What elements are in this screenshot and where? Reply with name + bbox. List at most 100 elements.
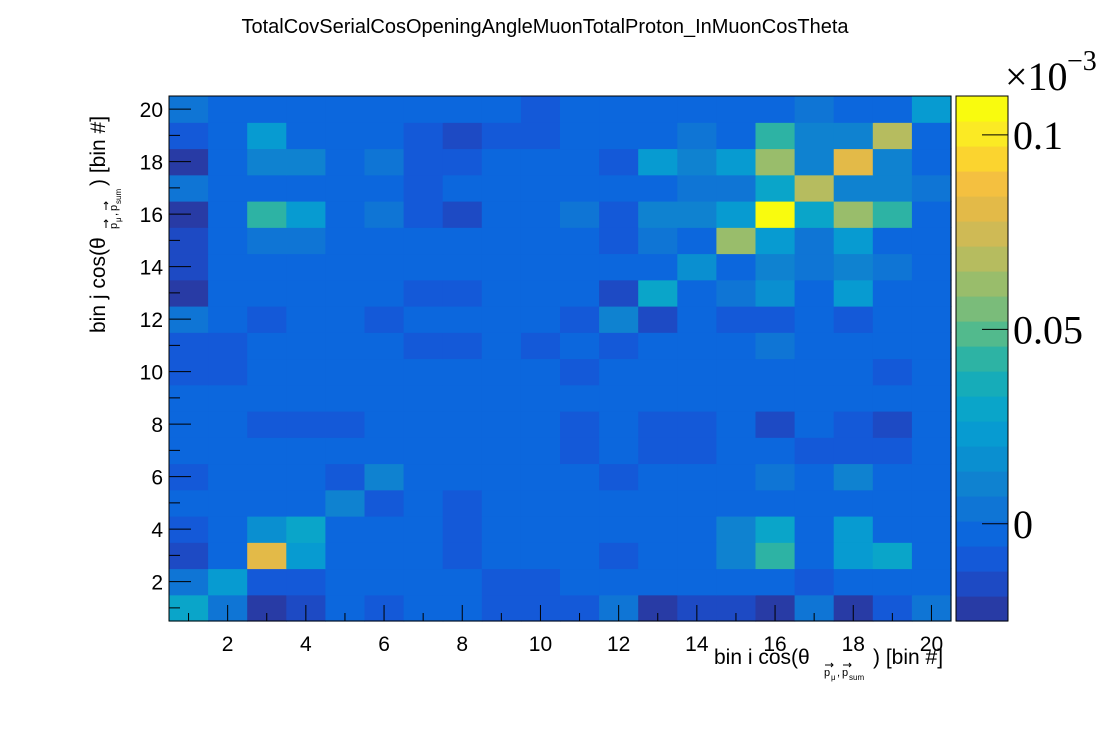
color-scale-multiplier-base: ×10 xyxy=(1005,54,1068,99)
heatmap-cell xyxy=(716,227,757,255)
heatmap-cell xyxy=(481,253,522,281)
heatmap-cell xyxy=(403,96,444,123)
heatmap-cell xyxy=(911,411,952,438)
heatmap-cell xyxy=(794,568,835,596)
heatmap-cell xyxy=(872,411,913,438)
color-scale-segment xyxy=(956,596,1008,622)
heatmap-cell xyxy=(677,174,717,202)
color-scale-segment xyxy=(956,521,1008,547)
heatmap-cell xyxy=(560,437,600,465)
heatmap-cell xyxy=(560,174,600,202)
heatmap-cell xyxy=(325,332,366,360)
heatmap-cell xyxy=(325,384,366,412)
heatmap-cell xyxy=(755,542,796,570)
svg-text:) [bin #]: ) [bin #] xyxy=(873,646,943,669)
heatmap-cell xyxy=(286,384,326,412)
heatmap-cell xyxy=(755,437,796,465)
heatmap-cell xyxy=(325,96,366,123)
heatmap-cell xyxy=(520,411,561,438)
heatmap-cell xyxy=(638,96,678,123)
y-axis-label-sub1s: μ xyxy=(114,217,123,222)
heatmap-cell xyxy=(286,411,326,438)
heatmap-cell xyxy=(833,463,874,491)
heatmap-cell xyxy=(325,306,366,333)
color-scale-segment xyxy=(956,296,1008,322)
heatmap-cell xyxy=(794,148,835,176)
heatmap-cell xyxy=(325,489,366,517)
heatmap-cell xyxy=(755,332,796,360)
heatmap-cell xyxy=(520,437,561,465)
heatmap-cell xyxy=(911,384,952,412)
heatmap-cell xyxy=(481,174,522,202)
heatmap-cell xyxy=(286,332,326,360)
heatmap-cell xyxy=(755,516,796,543)
heatmap-cell xyxy=(560,384,600,412)
heatmap-cell xyxy=(481,279,522,307)
heatmap-cell xyxy=(247,542,287,570)
heatmap-cell xyxy=(755,279,796,307)
heatmap-cell xyxy=(481,358,522,386)
heatmap-cell xyxy=(755,463,796,491)
heatmap-cell xyxy=(403,253,444,281)
heatmap-cell xyxy=(599,122,639,150)
y-tick-label: 14 xyxy=(140,257,164,280)
heatmap-cell xyxy=(794,122,835,150)
heatmap-cell xyxy=(677,253,717,281)
heatmap-cell xyxy=(247,253,287,281)
y-tick-label: 12 xyxy=(140,309,163,332)
heatmap-cell xyxy=(208,358,248,386)
svg-text:bin j cos(θ: bin j cos(θ xyxy=(87,237,110,333)
heatmap-cell xyxy=(481,384,522,412)
svg-text:p: p xyxy=(824,667,830,679)
heatmap-cell xyxy=(638,411,678,438)
heatmap-cell xyxy=(286,227,326,255)
heatmap-cell xyxy=(442,358,483,386)
heatmap-cell xyxy=(716,148,757,176)
heatmap-cell xyxy=(833,306,874,333)
heatmap-cells xyxy=(169,96,952,622)
heatmap-cell xyxy=(481,411,522,438)
color-scale-segment xyxy=(956,271,1008,297)
heatmap-cell xyxy=(911,201,952,228)
y-axis-label-sub2: p xyxy=(108,205,120,211)
heatmap-cell xyxy=(520,96,561,123)
heatmap-cell xyxy=(481,96,522,123)
x-axis-label-arrow-icon xyxy=(843,662,852,668)
heatmap-cell xyxy=(520,568,561,596)
heatmap-cell xyxy=(481,516,522,543)
heatmap-cell xyxy=(560,122,600,150)
heatmap-cell xyxy=(481,463,522,491)
heatmap-cell xyxy=(364,148,405,176)
svg-text:×10: ×10 xyxy=(1005,54,1068,99)
heatmap-cell xyxy=(286,463,326,491)
heatmap-cell xyxy=(794,411,835,438)
heatmap-cell xyxy=(872,568,913,596)
heatmap-cell xyxy=(481,568,522,596)
heatmap-cell xyxy=(872,437,913,465)
x-axis-label-comma: , xyxy=(837,667,840,679)
heatmap-cell xyxy=(364,568,405,596)
heatmap-cell xyxy=(716,174,757,202)
heatmap-cell xyxy=(677,201,717,228)
heatmap-cell xyxy=(286,437,326,465)
heatmap-cell xyxy=(911,96,952,123)
heatmap-cell xyxy=(364,332,405,360)
heatmap-cell xyxy=(755,358,796,386)
heatmap-cell xyxy=(442,489,483,517)
heatmap-cell xyxy=(638,201,678,228)
heatmap-cell xyxy=(911,542,952,570)
heatmap-cell xyxy=(325,568,366,596)
color-scale-segment xyxy=(956,571,1008,597)
heatmap-cell xyxy=(442,253,483,281)
heatmap-cell xyxy=(286,542,326,570)
heatmap-cell xyxy=(520,122,561,150)
heatmap-cell xyxy=(208,384,248,412)
x-axis-label-sub1: p xyxy=(824,667,830,679)
heatmap-cell xyxy=(364,279,405,307)
heatmap-cell xyxy=(872,201,913,228)
x-tick-label: 2 xyxy=(222,633,234,656)
heatmap-cell xyxy=(325,201,366,228)
heatmap-cell xyxy=(403,227,444,255)
svg-text:) [bin #]: ) [bin #] xyxy=(87,116,110,186)
x-axis-label-sub2s: sum xyxy=(849,673,864,682)
